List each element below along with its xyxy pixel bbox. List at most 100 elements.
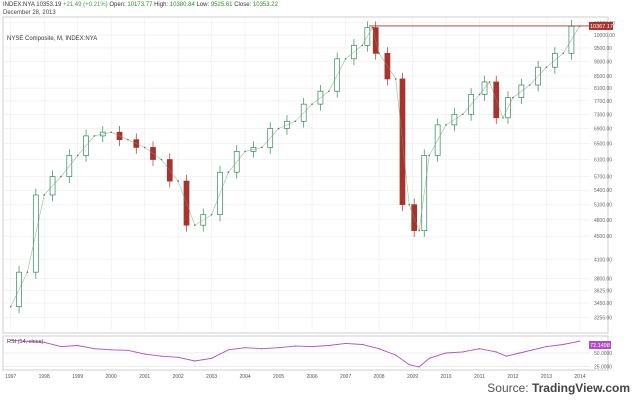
close-point xyxy=(294,120,297,123)
rsi-point xyxy=(110,349,112,351)
price-tick-label: 3255.00 xyxy=(594,316,612,322)
rsi-point xyxy=(378,348,380,350)
high-value: 10380.84 xyxy=(169,2,195,8)
close-point xyxy=(418,229,421,232)
close-point xyxy=(261,146,263,149)
rsi-legend: RSI (14, close) xyxy=(7,339,44,345)
price-tick-label: 6900.00 xyxy=(594,126,612,132)
rsi-point xyxy=(160,355,162,357)
close-point xyxy=(512,96,514,99)
main-grid xyxy=(4,18,590,330)
change-percent: (+0.21%) xyxy=(83,2,108,8)
rsi-point xyxy=(211,357,213,359)
last-price: 10353.19 xyxy=(36,2,62,8)
rsi-point xyxy=(462,351,464,353)
symbol: INDEX:NYA xyxy=(3,2,35,8)
rsi-badge: 72.1498 xyxy=(589,341,611,349)
rsi-badge-text: 72.1498 xyxy=(590,343,610,349)
time-tick-label: 2002 xyxy=(173,374,184,380)
close-point xyxy=(578,25,581,28)
price-tick-label: 10000.00 xyxy=(594,33,615,39)
rsi-tick-label: 50.0000 xyxy=(594,351,612,357)
close-point xyxy=(311,103,313,105)
rsi-point xyxy=(408,364,410,366)
price-tick-label: 9500.00 xyxy=(594,46,612,52)
close-label: Close: xyxy=(234,2,252,8)
close-point xyxy=(408,203,410,206)
close-point xyxy=(378,52,380,55)
main-legend: NYSE Composite, M, INDEX:NYA xyxy=(7,36,97,42)
rsi-point xyxy=(177,356,179,358)
rsi-point xyxy=(519,352,521,354)
main-panel-frame xyxy=(2,16,609,334)
rsi-point xyxy=(194,360,196,362)
time-tick-label: 2000 xyxy=(106,374,117,380)
price-tick-label: 3625.00 xyxy=(594,289,612,295)
close-point xyxy=(371,26,374,29)
close-line xyxy=(10,26,580,307)
source-label: Source: xyxy=(487,381,529,395)
time-tick-label: 1999 xyxy=(72,374,83,380)
price-series xyxy=(9,20,581,314)
close-point xyxy=(9,305,12,308)
change-value: +21.49 xyxy=(62,2,82,8)
close-point xyxy=(545,66,548,69)
close-point xyxy=(394,78,397,80)
time-tick-label: 2011 xyxy=(474,374,485,380)
rsi-point xyxy=(26,340,29,342)
close-value: 10353.22 xyxy=(252,2,278,8)
rsi-point xyxy=(311,346,313,348)
rsi-point xyxy=(60,346,62,348)
time-tick-label: 2006 xyxy=(307,374,318,380)
rsi-point xyxy=(495,351,497,353)
rsi-point xyxy=(361,343,363,346)
rsi-point xyxy=(478,348,481,350)
time-tick-label: 2003 xyxy=(206,374,217,380)
rsi-point xyxy=(428,357,430,359)
rsi-panel: RSI (14, close) 25.0000 50.0000 72.1498 xyxy=(2,335,612,371)
rsi-point xyxy=(328,344,330,347)
time-tick-label: 1997 xyxy=(5,374,16,380)
close-point xyxy=(76,154,79,157)
open-label: Open: xyxy=(109,2,126,8)
close-point xyxy=(328,90,330,93)
close-point xyxy=(478,93,481,96)
low-label: Low: xyxy=(196,2,210,8)
close-point xyxy=(502,116,504,119)
close-point xyxy=(210,213,213,216)
rsi-badge-bg xyxy=(589,341,611,349)
close-point xyxy=(461,113,464,116)
price-tick-label: 5400.00 xyxy=(594,188,612,194)
open-value: 10173.77 xyxy=(127,2,153,8)
time-axis: 1997 1998 1999 2000 2001 2002 2003 2004 2005 2006… xyxy=(5,374,586,380)
time-tick-label: 2014 xyxy=(574,374,585,380)
close-point xyxy=(127,138,129,141)
rsi-point xyxy=(395,354,397,356)
close-point xyxy=(227,171,230,174)
rsi-grid xyxy=(4,352,590,367)
time-tick-label: 2001 xyxy=(139,374,150,380)
price-tick-label: 6100.00 xyxy=(594,158,612,164)
rsi-point xyxy=(294,345,296,347)
time-tick-label: 2007 xyxy=(340,374,351,380)
rsi-point xyxy=(579,340,581,342)
close-point xyxy=(43,194,45,196)
price-tick-label: 8500.00 xyxy=(594,74,612,80)
close-point xyxy=(277,127,280,130)
time-tick-label: 2012 xyxy=(507,374,518,380)
price-tick-label: 6500.00 xyxy=(594,142,612,148)
price-tick-label: 3450.00 xyxy=(594,301,612,307)
price-badge: 10367.17 xyxy=(589,21,613,30)
rsi-point xyxy=(77,344,79,347)
rsi-point xyxy=(562,343,564,346)
close-point xyxy=(488,81,491,83)
close-point xyxy=(26,271,29,273)
close-point xyxy=(244,150,246,153)
price-tick-label: 7300.00 xyxy=(594,112,612,118)
brand-name: TradingView.com xyxy=(531,381,630,395)
rsi-series xyxy=(10,339,581,368)
time-tick-label: 2013 xyxy=(541,374,552,380)
rsi-point xyxy=(344,342,347,344)
rsi-point xyxy=(445,352,447,354)
